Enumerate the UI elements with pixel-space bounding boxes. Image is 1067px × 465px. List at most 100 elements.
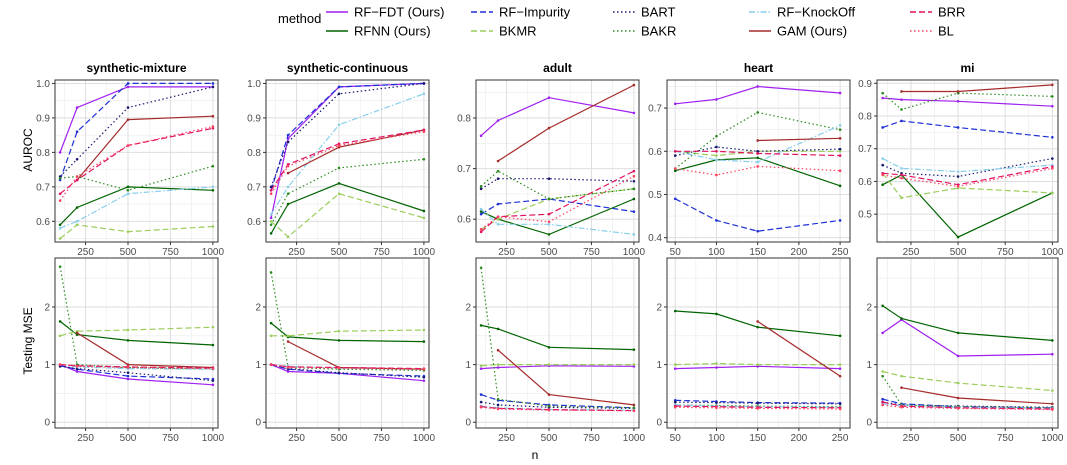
data-point	[75, 331, 79, 335]
data-point	[211, 343, 215, 347]
data-point	[1051, 191, 1054, 195]
series-line-gam-ours	[76, 332, 213, 369]
data-point	[58, 363, 62, 366]
series-line-brr	[271, 364, 424, 370]
y-tick-label: 0.8	[457, 113, 471, 124]
data-point	[881, 173, 884, 177]
panel-border	[666, 79, 851, 243]
series-line-gam-ours	[497, 84, 635, 162]
y-tick-label: 0.5	[648, 190, 662, 201]
series-line-rf-impurity	[882, 120, 1053, 138]
legend-entry-bart: BART	[613, 5, 675, 20]
x-tick-label: 750	[162, 247, 179, 258]
data-point	[838, 169, 842, 173]
x-axis: 250 500 750 1000	[498, 242, 645, 258]
data-point	[479, 400, 483, 404]
data-point	[286, 366, 290, 369]
data-point	[838, 137, 842, 140]
data-point	[496, 366, 500, 369]
series-line-brr	[59, 127, 214, 195]
series-gam-ours	[496, 83, 636, 163]
data-point	[956, 407, 960, 410]
series-line-bart	[59, 86, 214, 177]
data-point	[211, 383, 215, 387]
x-tick-label: 250	[903, 433, 920, 444]
data-point	[547, 212, 551, 216]
data-point	[956, 170, 960, 173]
y-tick-label: 1	[255, 360, 261, 371]
data-point	[269, 334, 273, 338]
series-bart	[269, 363, 426, 379]
y-tick-label: 0.7	[648, 104, 662, 115]
panel-synthetic-mixture-mse: 0 1 2 250 500 750 1000	[44, 257, 224, 444]
series-bl	[58, 363, 215, 370]
data-point	[547, 177, 551, 181]
facet-title: adult	[543, 61, 572, 75]
series-rf-impurity	[269, 363, 426, 378]
series-bakr	[269, 271, 426, 372]
data-point	[900, 90, 903, 93]
series-line-rf-impurity	[270, 364, 424, 377]
series-bl	[881, 403, 1054, 411]
x-tick-label: 500	[120, 247, 137, 258]
series-line-rfnn-ours	[882, 174, 1053, 238]
data-point	[422, 328, 426, 332]
data-point	[547, 408, 551, 412]
data-point	[838, 402, 842, 406]
y-tick-label: 2	[866, 302, 872, 313]
legend-entry-bkmr: BKMR	[471, 24, 537, 39]
data-point	[673, 102, 677, 106]
data-point	[756, 156, 759, 160]
series-brr	[58, 126, 215, 196]
series-line-rf-impurity	[59, 82, 213, 181]
facet-title: synthetic-continuous	[287, 61, 409, 75]
gridlines	[877, 80, 1058, 242]
x-tick-label: 250	[832, 247, 849, 258]
data-point	[422, 157, 426, 161]
data-point	[900, 167, 903, 170]
x-tick-label: 50	[670, 433, 682, 444]
series-rf-knockoff	[479, 207, 636, 236]
data-point	[547, 363, 551, 366]
panel-border	[54, 257, 219, 429]
data-point	[1051, 389, 1054, 392]
data-point	[211, 225, 215, 228]
x-tick-label: 250	[903, 247, 920, 258]
y-tick-label: 0.9	[247, 113, 261, 124]
series-rf-impurity	[269, 82, 426, 192]
data-point	[547, 222, 551, 226]
series-line-bart	[481, 401, 634, 409]
y-axis: 0 1 2	[866, 302, 877, 429]
series-line-rf-fdt-ours	[882, 318, 1053, 357]
x-axis: 250 500 750 1000	[288, 242, 435, 258]
y-tick-label: 1	[465, 360, 471, 371]
data-point	[673, 169, 677, 173]
data-point	[58, 176, 62, 180]
series-line-gam-ours	[901, 387, 1053, 405]
data-point	[632, 187, 636, 191]
panel-border	[54, 79, 219, 243]
series-line-bkmr	[675, 362, 841, 366]
data-point	[269, 271, 273, 274]
data-point	[479, 207, 483, 211]
series-line-rf-knockoff	[675, 124, 841, 163]
y-tick-label: 0.7	[247, 182, 261, 193]
data-point	[547, 393, 551, 396]
data-point	[838, 363, 842, 366]
legend-label: RFNN (Ours)	[354, 24, 431, 39]
data-point	[547, 96, 551, 100]
x-tick-label: 500	[331, 433, 348, 444]
data-point	[673, 367, 677, 370]
data-point	[632, 174, 636, 178]
series-line-rfnn-ours	[882, 305, 1053, 341]
legend-label: RF−Impurity	[499, 5, 571, 20]
y-tick-label: 2	[44, 302, 50, 313]
data-point	[75, 175, 79, 178]
series-rf-fdt-ours	[479, 96, 636, 137]
data-point	[269, 216, 273, 220]
data-point	[1051, 83, 1054, 87]
facet-title: synthetic-mixture	[86, 61, 186, 75]
data-point	[269, 192, 273, 196]
x-tick-label: 250	[498, 247, 515, 258]
x-tick-label: 1000	[1041, 247, 1064, 258]
